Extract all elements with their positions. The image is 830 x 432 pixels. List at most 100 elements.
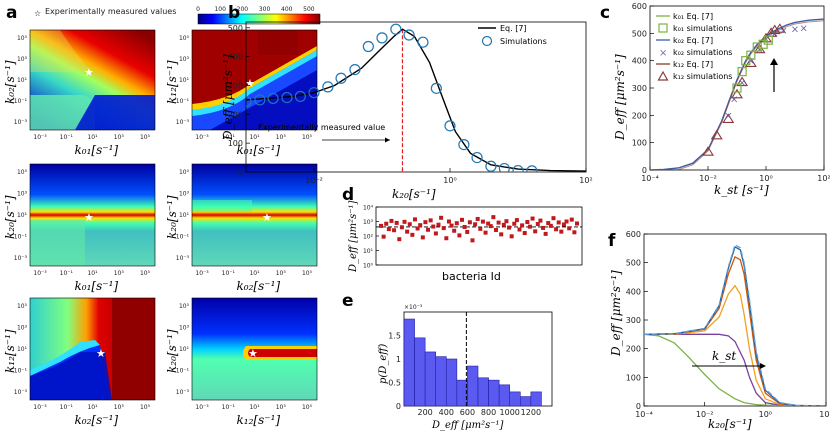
- star-legend-icon: ☆: [34, 9, 41, 18]
- heatmap-xtick-label: 10⁵: [140, 270, 151, 277]
- k02-simulation-point: ×: [730, 94, 738, 105]
- heatmap-xtick-label: 10³: [114, 404, 125, 411]
- k12-simulation-point: [744, 57, 757, 67]
- heatmap-ytick-label: 10³: [179, 191, 190, 198]
- heatmap-xtick-label: 10⁵: [302, 404, 313, 411]
- xtick-label-b: 10²: [579, 176, 592, 185]
- axis-ticks-f: 10⁻⁴ 10⁻² 10⁰ 10² 0 100 200 300 400 500 600: [626, 230, 830, 419]
- heatmap-ytick-label: 10⁻³: [176, 119, 190, 126]
- bacteria-point: [465, 229, 470, 234]
- heatmap-ytick-label: 10⁻³: [176, 255, 190, 262]
- bacteria-point: [386, 227, 391, 232]
- heatmap-ytick-label: 10⁵: [17, 35, 28, 42]
- xtick-label-f: 10⁻⁴: [635, 410, 653, 419]
- arrow-up-icon: [770, 58, 778, 65]
- simulation-point: [498, 162, 510, 172]
- ytick-label-c: 100: [632, 139, 647, 148]
- k12-simulation-point: [722, 113, 735, 123]
- k01-simulation-point: [763, 35, 773, 45]
- heatmap-ylabel: k₂₀[s⁻¹]: [3, 195, 17, 239]
- bacteria-point: [392, 228, 397, 233]
- bacteria-point: [381, 234, 386, 239]
- panel-label-f: f: [608, 231, 616, 251]
- bacteria-point: [575, 221, 579, 226]
- k02-simulation-point: ×: [800, 23, 808, 34]
- heatmap-ytick-label: 10¹: [17, 346, 28, 353]
- heatmap-xtick-label: 10¹: [87, 404, 98, 411]
- bacteria-point: [454, 221, 459, 226]
- histogram-bar: [414, 337, 426, 407]
- ytick-label-b: 400: [228, 53, 243, 62]
- colorbar-ticks: 0 100 200 300 400 500: [196, 6, 315, 13]
- ytick-label-f: 300: [626, 316, 641, 325]
- heatmap-xtick-label: 10³: [276, 270, 287, 277]
- heatmap-xtick-label: 10⁻¹: [60, 134, 74, 141]
- bacteria-point: [520, 223, 525, 228]
- ytick-label-c: 500: [632, 29, 647, 38]
- series-line: [644, 284, 826, 406]
- legend-eq7: Eq. [7]: [500, 24, 527, 33]
- k02-simulation-point: ×: [771, 29, 779, 40]
- k12-simulation-point: [710, 129, 723, 140]
- bacteria-point: [473, 222, 478, 227]
- heatmap-k01-k20: ★: [29, 163, 156, 267]
- heatmap-xtick-label: 10³: [276, 134, 287, 141]
- heatmap-xtick-label: 10¹: [249, 134, 260, 141]
- heatmap-xtick-label: 10³: [114, 134, 125, 141]
- legend-simulations: Simulations: [500, 37, 547, 46]
- bacteria-point: [457, 233, 462, 238]
- legend-c: k₀₁ Eq. [7] k₀₁ simulations k₀₂ Eq. [7] …: [656, 12, 732, 81]
- bacteria-point: [486, 221, 491, 226]
- ytick-label-f: 0: [636, 402, 641, 411]
- heatmap-ytick-label: 10⁵: [179, 303, 190, 310]
- heatmap-ytick-label: 10³: [17, 191, 28, 198]
- eq7-curve-c-k12: [650, 20, 824, 170]
- bacteria-point: [407, 222, 412, 227]
- simulation-point: [390, 23, 402, 35]
- bacteria-point: [567, 226, 572, 231]
- xtick-label-e: 1200: [521, 408, 541, 417]
- xtick-label-b: 10⁰: [443, 176, 456, 185]
- heatmap-xtick-label: 10⁻¹: [60, 270, 74, 277]
- colorbar-tick-label: 500: [303, 6, 315, 13]
- panel-label-c: c: [600, 3, 610, 23]
- ylabel-b: D_eff [μm²s⁻¹]: [221, 54, 235, 141]
- kst-annotation: k_st: [712, 349, 736, 363]
- axes-b: [245, 21, 587, 173]
- bacteria-point: [509, 234, 514, 239]
- k01-simulation-point: [741, 56, 751, 66]
- xtick-label-f: 10²: [819, 410, 830, 419]
- bacteria-point: [444, 236, 449, 241]
- heatmap-xtick-label: 10⁻³: [33, 270, 47, 277]
- bacteria-point: [467, 220, 472, 225]
- star-marker: ★: [245, 77, 255, 90]
- histogram-bar: [519, 396, 532, 407]
- simulation-point: [322, 81, 334, 93]
- colorbar: [197, 13, 321, 25]
- heatmap-ylabel: k₂₀[s⁻¹]: [165, 329, 179, 373]
- xlabel-c: k_st [s⁻¹]: [714, 183, 769, 197]
- k12-simulation-point: [731, 88, 743, 99]
- legend-k02-sim: k₀₂ simulations: [673, 48, 732, 57]
- panel-label-a: a: [6, 3, 17, 23]
- simulation-point: [308, 87, 320, 99]
- ytick-label-f: 400: [626, 287, 641, 296]
- heatmap-xtick-label: 10⁻¹: [60, 404, 74, 411]
- ytick-label-f: 500: [626, 259, 641, 268]
- histogram-bar: [530, 391, 542, 407]
- axis-ticks-e: 200 400 600 800 1000 1200 0 0.5 1 1.5: [388, 332, 541, 418]
- histogram-bar: [435, 356, 447, 407]
- simulation-point: [485, 160, 497, 172]
- heatmap-xtick-label: 10⁻³: [33, 134, 47, 141]
- k12-simulation-point: [702, 146, 714, 156]
- star-marker: ★: [262, 211, 272, 224]
- bacteria-point: [530, 216, 535, 221]
- bacteria-point: [439, 215, 444, 220]
- simulation-point: [403, 29, 415, 41]
- xlabel-d: bacteria Id: [442, 270, 501, 283]
- bacteria-point: [379, 223, 383, 228]
- heatmap-ytick-label: 10⁵: [179, 169, 190, 176]
- bacteria-point: [522, 231, 527, 236]
- bacteria-point: [433, 231, 438, 236]
- heatmap-k01-k02: ★: [29, 29, 156, 131]
